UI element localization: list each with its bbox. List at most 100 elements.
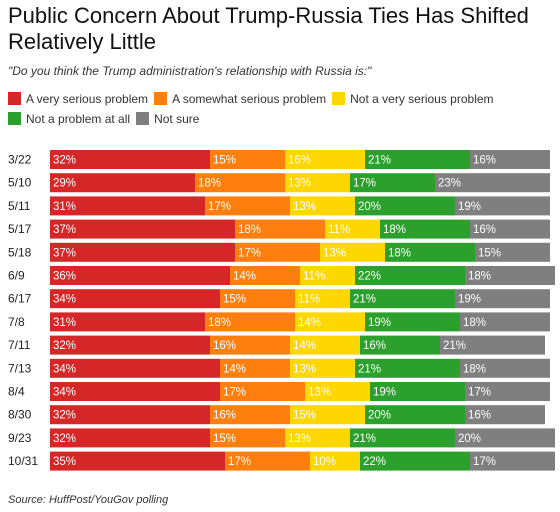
legend-swatch [154, 92, 168, 105]
data-label: 21% [353, 433, 376, 445]
legend: A very serious problem A somewhat serious… [8, 89, 553, 129]
category-label: 8/4 [8, 385, 25, 399]
data-label: 15% [478, 247, 501, 259]
bar-segment [470, 150, 550, 169]
bar-segment [350, 289, 455, 309]
data-label: 13% [293, 363, 316, 375]
bar-segment [370, 382, 465, 401]
category-label: 5/18 [8, 245, 32, 259]
data-label: 13% [288, 178, 311, 190]
data-label: 18% [468, 271, 491, 283]
bar-segment [455, 289, 550, 309]
chart-title: Public Concern About Trump-Russia Ties H… [8, 3, 529, 54]
category-label: 5/17 [8, 222, 32, 236]
bar-segment [50, 428, 210, 448]
bar-segment [465, 266, 555, 285]
data-label: 20% [368, 410, 391, 422]
data-label: 17% [238, 247, 261, 259]
bar-segment [285, 150, 365, 169]
data-label: 16% [468, 410, 491, 422]
bar-segment [295, 312, 365, 332]
data-label: 32% [53, 410, 76, 422]
bar-segment [305, 382, 370, 401]
bar-segment [50, 358, 220, 378]
bar-segment [210, 150, 285, 169]
data-label: 18% [198, 178, 221, 190]
data-label: 18% [388, 247, 411, 259]
bar-segment [220, 382, 305, 401]
bar-segment [475, 242, 550, 262]
legend-label: Not a very serious problem [350, 92, 494, 106]
data-label: 29% [53, 178, 76, 190]
data-label: 35% [53, 456, 76, 468]
data-label: 15% [213, 155, 236, 167]
legend-swatch [332, 92, 346, 105]
data-label: 34% [53, 387, 76, 399]
bar-segment [50, 405, 210, 425]
data-label: 32% [53, 155, 76, 167]
data-label: 14% [233, 271, 256, 283]
data-label: 34% [53, 363, 76, 375]
data-label: 21% [358, 363, 381, 375]
bar-segment [290, 335, 360, 355]
bar-segment [50, 266, 230, 285]
data-label: 11% [328, 224, 350, 236]
bar-segment [440, 335, 545, 355]
legend-swatch [8, 92, 21, 105]
data-label: 22% [363, 456, 386, 468]
data-label: 17% [208, 201, 231, 213]
category-label: 10/31 [8, 454, 38, 468]
data-label: 18% [208, 317, 231, 329]
legend-item: Not sure [136, 109, 199, 129]
bar-segment [50, 196, 205, 216]
data-label: 17% [223, 387, 246, 399]
bar-segment [50, 173, 195, 193]
chart-subtitle: "Do you think the Trump administration's… [8, 64, 372, 78]
bar-segment [355, 196, 455, 216]
category-label: 5/10 [8, 176, 32, 190]
bar-segment [360, 451, 470, 471]
bar-segment [225, 451, 310, 471]
category-label: 7/13 [8, 361, 32, 375]
bar-segment [50, 219, 235, 239]
data-label: 14% [293, 340, 316, 352]
data-label: 32% [53, 340, 76, 352]
bar-segment [205, 196, 290, 216]
data-label: 18% [238, 224, 261, 236]
data-label: 21% [443, 340, 466, 352]
bar-segment [460, 312, 550, 332]
legend-label: Not a problem at all [26, 112, 131, 126]
data-label: 13% [323, 247, 346, 259]
data-label: 15% [293, 410, 316, 422]
bar-segment [50, 382, 220, 401]
data-label: 16% [363, 340, 386, 352]
data-label: 19% [368, 317, 391, 329]
bar-segment [235, 242, 320, 262]
data-label: 17% [228, 456, 251, 468]
bar-segment [470, 451, 555, 471]
bar-segment [355, 358, 460, 378]
bar-segment [380, 219, 470, 239]
bar-segment [220, 358, 290, 378]
data-label: 16% [213, 410, 236, 422]
data-label: 23% [438, 178, 461, 190]
category-label: 6/17 [8, 292, 32, 306]
bar-segment [50, 242, 235, 262]
data-label: 16% [288, 155, 311, 167]
bar-segment [210, 335, 290, 355]
stacked-bar-chart: 3/22 32% 15% 16% 21% 16% 5/10 29% 18% 13% 17% 23% 5/… [8, 150, 555, 471]
data-label: 17% [468, 387, 491, 399]
bar-segment [50, 312, 205, 332]
legend-label: A somewhat serious problem [172, 92, 327, 106]
bar-segment [50, 451, 225, 471]
bar-segment [365, 312, 460, 332]
legend-label: Not sure [154, 112, 200, 126]
legend-swatch [8, 112, 21, 125]
bar-segment [470, 219, 550, 239]
legend-label: A very serious problem [26, 92, 149, 106]
data-label: 20% [358, 201, 381, 213]
bar-segment [195, 173, 285, 193]
bar-segment [50, 335, 210, 355]
legend-swatch [136, 112, 150, 125]
bar-segment [230, 266, 300, 285]
